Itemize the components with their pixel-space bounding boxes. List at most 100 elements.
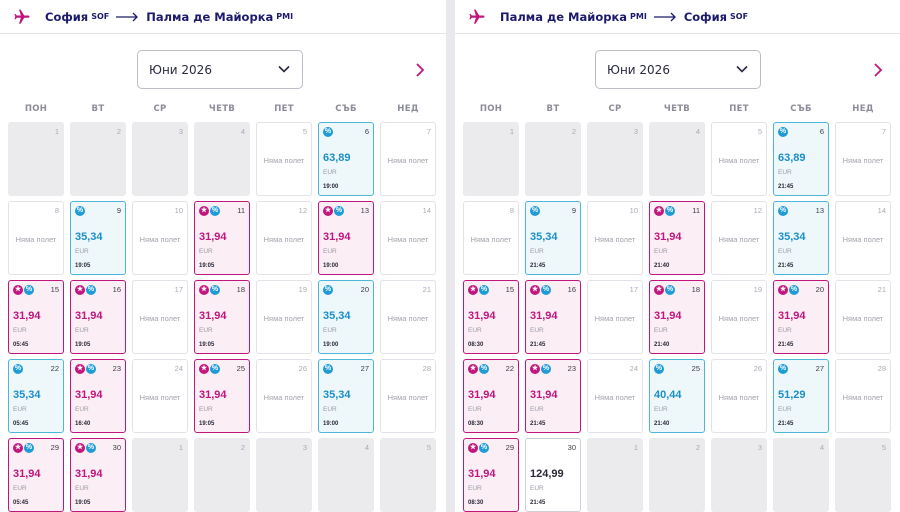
calendar-day-available[interactable]: 30 124,99 EUR 21:45 [525, 438, 581, 512]
star-badge-icon: ★ [468, 285, 478, 295]
fare-currency: EUR [13, 406, 27, 413]
calendar-day-no-flight: 14 Няма полет [835, 201, 891, 275]
calendar-day-available[interactable]: 9% 35,34 EUR 19:05 [70, 201, 126, 275]
weekday-label: ВТ [546, 104, 560, 114]
departure-time: 21:45 [778, 184, 794, 190]
day-number: 20 [360, 285, 369, 294]
calendar-day-available[interactable]: 23 ★% 31,94 EUR 16:40 [70, 359, 126, 433]
origin-city: Палма де Майорка [500, 9, 628, 24]
weekday-label: СЪБ [790, 104, 812, 114]
calendar-day-available[interactable]: 16 ★% 31,94 EUR 19:05 [70, 280, 126, 354]
no-flight-label: Няма полет [387, 235, 429, 244]
calendar-day-available[interactable]: 22% 35,34 EUR 05:45 [8, 359, 64, 433]
calendar-day-no-flight: 26 Няма полет [256, 359, 312, 433]
calendar-day-no-flight: 7 Няма полет [380, 122, 436, 196]
calendar-day-available[interactable]: 20 ★% 31,94 EUR 21:45 [773, 280, 829, 354]
day-number: 4 [364, 443, 369, 452]
calendar-day-available[interactable]: 27% 51,29 EUR 21:45 [773, 359, 829, 433]
departure-time: 19:05 [75, 500, 91, 506]
percent-badge-icon: % [789, 285, 799, 295]
month-select[interactable]: Юни 2026 [137, 50, 303, 89]
departure-time: 21:45 [530, 342, 546, 348]
percent-badge-icon: % [334, 206, 344, 216]
weekday-label: СР [153, 104, 167, 114]
calendar-day-available[interactable]: 23 ★% 31,94 EUR 21:45 [525, 359, 581, 433]
weekday-label: ЧЕТВ [663, 104, 691, 114]
weekday-label: НЕД [397, 104, 419, 114]
calendar-day-disabled: 1 [132, 438, 188, 512]
calendar-day-available[interactable]: 9% 35,34 EUR 21:45 [525, 201, 581, 275]
calendar-day-available[interactable]: 18 ★% 31,94 EUR 21:40 [649, 280, 705, 354]
weekday-label: ПОН [24, 104, 48, 114]
calendar-day-disabled: 3 [711, 438, 767, 512]
calendar-day-available[interactable]: 6% 63,89 EUR 19:00 [318, 122, 374, 196]
departure-time: 08:30 [468, 500, 484, 506]
fare-currency: EUR [199, 248, 213, 255]
calendar-day-available[interactable]: 11 ★% 31,94 EUR 19:05 [194, 201, 250, 275]
calendar-day-no-flight: 24 Няма полет [132, 359, 188, 433]
calendar-day-available[interactable]: 6% 63,89 EUR 21:45 [773, 122, 829, 196]
weekday-label: ПОН [479, 104, 503, 114]
calendar-day-disabled: 4 [194, 122, 250, 196]
calendar-day-available[interactable]: 20% 35,34 EUR 19:00 [318, 280, 374, 354]
calendar-day-available[interactable]: 11 ★% 31,94 EUR 21:40 [649, 201, 705, 275]
calendar-day-disabled: 3 [132, 122, 188, 196]
day-number: 8 [54, 206, 59, 215]
percent-badge-icon: % [665, 206, 675, 216]
fare-currency: EUR [654, 327, 668, 334]
day-number: 3 [757, 443, 762, 452]
fare-currency: EUR [199, 406, 213, 413]
next-month-chevron-right-icon[interactable] [414, 62, 426, 78]
percent-badge-icon: % [210, 364, 220, 374]
calendar-day-disabled: 1 [587, 438, 643, 512]
fare-currency: EUR [778, 248, 792, 255]
calendar-day-available[interactable]: 18 ★% 31,94 EUR 19:05 [194, 280, 250, 354]
day-number: 18 [236, 285, 245, 294]
fare-price: 35,34 [778, 231, 806, 243]
day-number: 28 [877, 364, 886, 373]
calendar-day-available[interactable]: 15 ★% 31,94 EUR 08:30 [463, 280, 519, 354]
next-month-chevron-right-icon[interactable] [872, 62, 884, 78]
fare-price: 31,94 [530, 389, 558, 401]
calendar-day-disabled: 4 [773, 438, 829, 512]
day-number: 10 [629, 206, 638, 215]
percent-badge-icon: % [86, 443, 96, 453]
calendar-day-available[interactable]: 16 ★% 31,94 EUR 21:45 [525, 280, 581, 354]
departure-time: 21:40 [654, 263, 670, 269]
day-number: 6 [819, 127, 824, 136]
calendar-day-available[interactable]: 22 ★% 31,94 EUR 08:30 [463, 359, 519, 433]
fare-currency: EUR [75, 327, 89, 334]
calendar-day-available[interactable]: 25% 40,44 EUR 21:40 [649, 359, 705, 433]
destination-code: PMI [276, 12, 294, 21]
star-badge-icon: ★ [468, 443, 478, 453]
calendar-day-available[interactable]: 30 ★% 31,94 EUR 19:05 [70, 438, 126, 512]
no-flight-label: Няма полет [718, 235, 760, 244]
day-number: 11 [692, 206, 700, 215]
calendar-day-available[interactable]: 13% 35,34 EUR 21:45 [773, 201, 829, 275]
calendar-day-no-flight: 19 Няма полет [711, 280, 767, 354]
star-badge-icon: ★ [530, 285, 540, 295]
day-number: 12 [298, 206, 307, 215]
calendar-day-no-flight: 21 Няма полет [380, 280, 436, 354]
fare-price: 31,94 [75, 389, 103, 401]
calendar-day-disabled: 1 [463, 122, 519, 196]
calendar-day-available[interactable]: 29 ★% 31,94 EUR 08:30 [463, 438, 519, 512]
fare-currency: EUR [654, 248, 668, 255]
day-number: 5 [302, 127, 307, 136]
destination-code: SOF [730, 12, 749, 21]
day-number: 8 [509, 206, 514, 215]
no-flight-label: Няма полет [387, 156, 429, 165]
calendar-day-available[interactable]: 29 ★% 31,94 EUR 05:45 [8, 438, 64, 512]
fare-currency: EUR [13, 485, 27, 492]
day-number: 21 [422, 285, 431, 294]
fare-price: 63,89 [778, 152, 806, 164]
no-flight-label: Няма полет [842, 156, 884, 165]
month-select[interactable]: Юни 2026 [595, 50, 761, 89]
calendar-day-available[interactable]: 13 ★% 31,94 EUR 19:00 [318, 201, 374, 275]
calendar-day-available[interactable]: 25 ★% 31,94 EUR 19:05 [194, 359, 250, 433]
fare-price: 31,94 [654, 231, 682, 243]
day-number: 13 [360, 206, 369, 215]
calendar-day-available[interactable]: 27% 35,34 EUR 19:00 [318, 359, 374, 433]
weekday-label: НЕД [852, 104, 874, 114]
calendar-day-available[interactable]: 15 ★% 31,94 EUR 05:45 [8, 280, 64, 354]
